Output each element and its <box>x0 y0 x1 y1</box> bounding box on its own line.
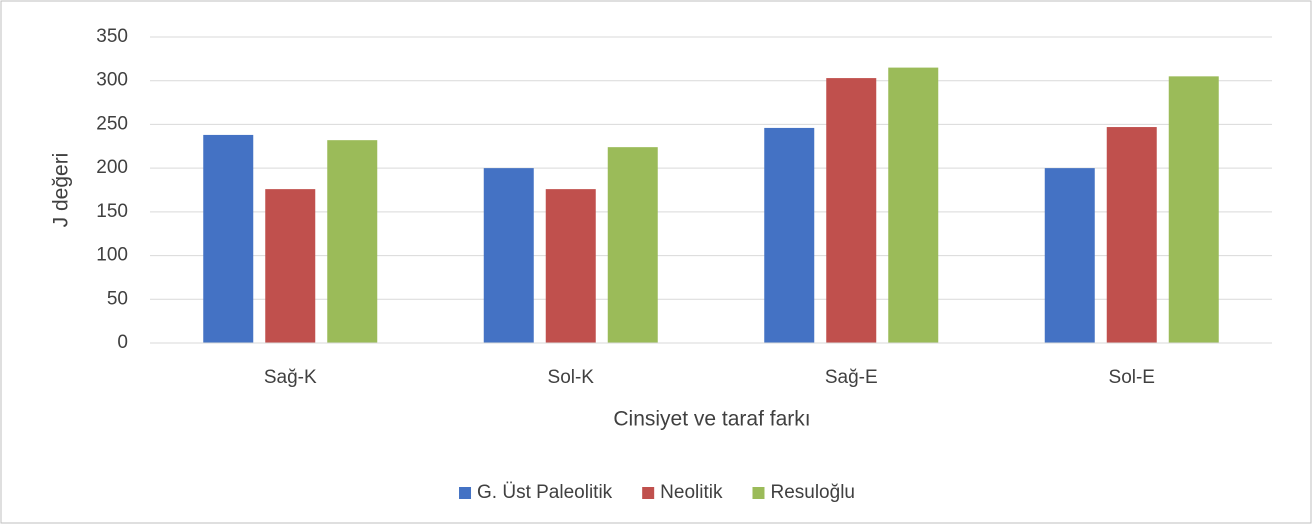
y-tick-label: 50 <box>107 288 128 309</box>
legend-label: G. Üst Paleolitik <box>477 482 613 503</box>
y-tick-label: 0 <box>117 332 128 353</box>
x-tick-label: Sağ-E <box>825 367 878 388</box>
bar <box>327 140 378 343</box>
x-axis-title: Cinsiyet ve taraf farkı <box>613 408 810 431</box>
y-tick-label: 350 <box>96 26 128 47</box>
y-tick-label: 150 <box>96 201 128 222</box>
legend: G. Üst Paleolitik Neolitik Resuloğlu <box>459 482 855 503</box>
bar <box>764 127 815 343</box>
legend-swatch <box>459 487 472 499</box>
y-tick-label: 300 <box>96 70 128 91</box>
x-tick-label: Sol-E <box>1109 367 1155 388</box>
y-tick-label: 250 <box>96 113 128 134</box>
bar <box>203 134 254 343</box>
x-tick-label: Sol-K <box>548 367 595 388</box>
bar <box>1168 76 1219 343</box>
y-tick-label: 100 <box>96 245 128 266</box>
bar <box>607 147 658 343</box>
bar <box>483 168 534 343</box>
legend-swatch <box>642 487 655 499</box>
y-tick-label: 200 <box>96 157 128 178</box>
legend-swatch <box>752 487 765 499</box>
bar <box>888 67 939 343</box>
bar <box>1044 168 1095 343</box>
bar <box>1106 127 1157 344</box>
bar <box>265 189 316 343</box>
legend-label: Resuloğlu <box>770 482 855 503</box>
bar <box>826 78 877 343</box>
legend-label: Neolitik <box>660 482 723 503</box>
y-axis-title: J değeri <box>50 153 73 228</box>
bar <box>545 189 596 343</box>
x-tick-label: Sağ-K <box>264 367 317 388</box>
